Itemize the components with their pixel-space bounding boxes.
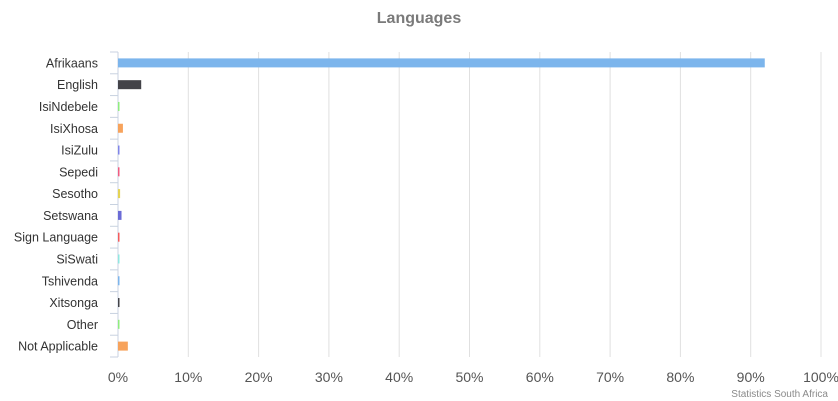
chart-title: Languages bbox=[376, 10, 462, 27]
x-tick-label: 100% bbox=[803, 369, 838, 385]
bar bbox=[118, 145, 120, 155]
chart-credit: Statistics South Africa bbox=[731, 389, 828, 400]
bar bbox=[118, 298, 120, 308]
x-tick-label: 20% bbox=[245, 369, 273, 385]
x-tick-label: 10% bbox=[174, 369, 202, 385]
category-label: Sesotho bbox=[52, 187, 98, 201]
category-label: Xitsonga bbox=[49, 296, 98, 310]
x-tick-label: 60% bbox=[526, 369, 554, 385]
category-label: Tshivenda bbox=[42, 274, 98, 288]
category-label: Afrikaans bbox=[46, 56, 98, 70]
x-tick-label: 80% bbox=[666, 369, 694, 385]
x-tick-label: 90% bbox=[737, 369, 765, 385]
category-label: Sign Language bbox=[14, 231, 98, 245]
bar bbox=[118, 58, 765, 68]
bar bbox=[118, 210, 122, 220]
category-label: Sepedi bbox=[59, 165, 98, 179]
bar bbox=[118, 101, 120, 111]
bar bbox=[118, 341, 128, 351]
category-label: IsiZulu bbox=[61, 144, 98, 158]
x-tick-label: 0% bbox=[108, 369, 128, 385]
category-label: Not Applicable bbox=[18, 340, 98, 354]
x-tick-label: 70% bbox=[596, 369, 624, 385]
bar bbox=[118, 167, 120, 177]
bar bbox=[118, 319, 120, 329]
category-label: Setswana bbox=[43, 209, 98, 223]
bar bbox=[118, 232, 120, 242]
x-tick-label: 40% bbox=[385, 369, 413, 385]
category-label: IsiNdebele bbox=[39, 100, 98, 114]
category-label: IsiXhosa bbox=[50, 122, 98, 136]
bar bbox=[118, 189, 121, 199]
bar bbox=[118, 80, 142, 90]
x-tick-label: 30% bbox=[315, 369, 343, 385]
x-tick-label: 50% bbox=[455, 369, 483, 385]
bar bbox=[118, 254, 120, 264]
category-label: Other bbox=[67, 318, 98, 332]
bar bbox=[118, 123, 123, 133]
category-label: English bbox=[57, 78, 98, 92]
bar bbox=[118, 276, 120, 286]
category-label: SiSwati bbox=[56, 252, 98, 266]
